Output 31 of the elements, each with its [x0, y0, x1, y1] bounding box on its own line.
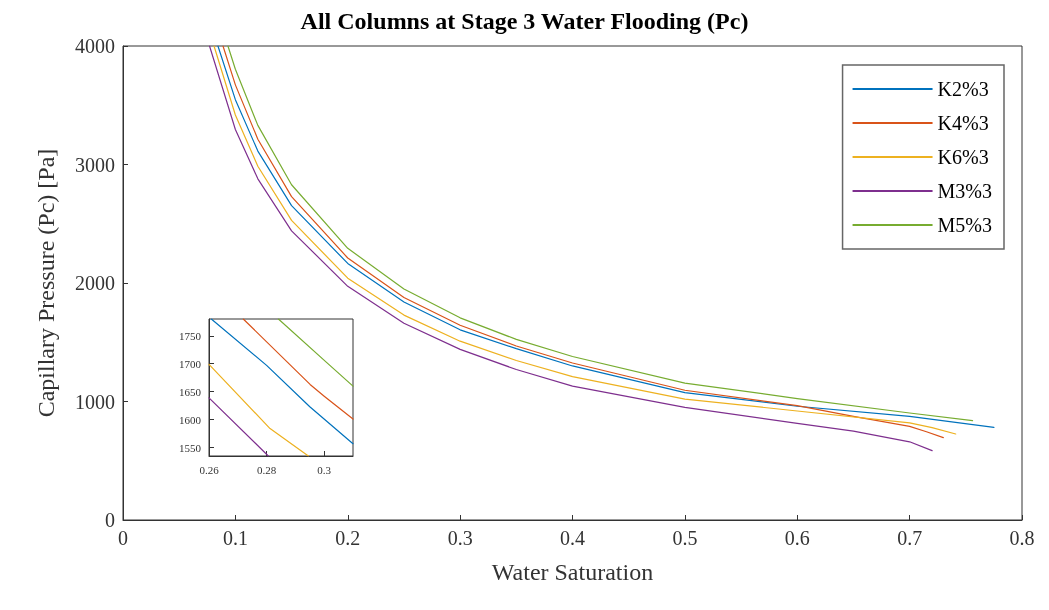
legend-label: K6%3 [937, 146, 989, 168]
y-tick-label: 2000 [75, 272, 115, 294]
x-tick-label: 0.7 [897, 527, 923, 549]
x-tick-label: 0.28 [256, 463, 277, 476]
x-tick-label: 0.1 [222, 527, 248, 549]
x-tick-label: 0.8 [1009, 527, 1035, 549]
y-tick-label: 1550 [179, 441, 202, 454]
x-tick-label: 0.2 [335, 527, 361, 549]
chart-title: All Columns at Stage 3 Water Flooding (Pc) [300, 8, 749, 34]
y-tick-label: 3000 [75, 153, 115, 176]
legend-label: M3%3 [937, 180, 993, 202]
y-tick-label: 0 [105, 509, 115, 531]
x-tick-label: 0.26 [199, 463, 220, 476]
y-tick-label: 1700 [179, 357, 202, 370]
legend-label: K4%3 [937, 112, 989, 134]
legend-label: M5%3 [937, 214, 993, 236]
x-tick-label: 0.3 [317, 463, 332, 476]
legend-label: K2%3 [937, 78, 989, 100]
x-axis-title: Water Saturation [491, 559, 654, 585]
y-tick-label: 4000 [75, 35, 115, 57]
y-tick-label: 1750 [179, 329, 202, 342]
y-tick-label: 1000 [75, 390, 115, 413]
x-tick-label: 0.5 [672, 527, 698, 549]
x-tick-label: 0.3 [447, 527, 473, 549]
x-tick-label: 0.4 [560, 527, 585, 549]
y-axis-title: Capillary Pressure (Pc) [Pa] [33, 148, 59, 418]
line-series [242, 318, 354, 420]
x-tick-label: 0.6 [784, 527, 810, 549]
y-tick-label: 1600 [179, 413, 202, 426]
line-series [210, 318, 354, 445]
y-tick-label: 1650 [179, 385, 202, 398]
